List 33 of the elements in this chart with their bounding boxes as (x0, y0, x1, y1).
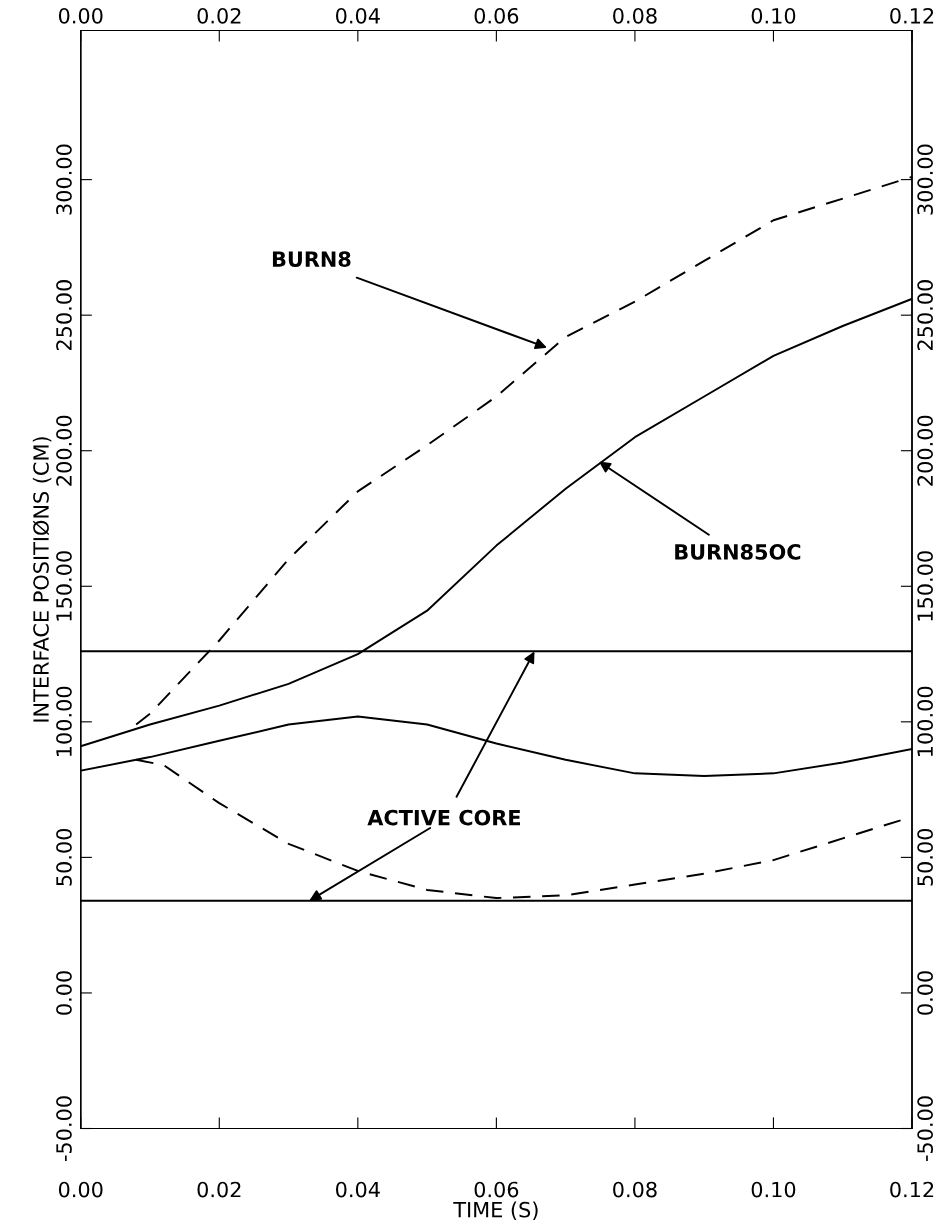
x2-tick-label: 0.06 (474, 1181, 519, 1198)
y2-tick-label: 200.00 (917, 415, 933, 486)
x2-tick-label: 0.02 (197, 1181, 241, 1198)
annotation: ACTIVE CORE (367, 809, 521, 826)
y-tick-label: 100.00 (56, 686, 72, 756)
y-tick-label: 50.00 (56, 828, 72, 886)
y-tick-label: -50.00 (56, 1096, 72, 1162)
x2-tick-label: 0.04 (336, 1181, 380, 1198)
y-tick-label: 0.00 (56, 971, 72, 1015)
y2-tick-label: 0.00 (917, 971, 933, 1015)
y2-tick-label: 300.00 (917, 144, 933, 215)
x-axis-title: TIME (S) (453, 1201, 538, 1220)
y-axis-title: INTERFACE POSITIØNS (CM) (32, 437, 52, 722)
x-tick-label: 0.08 (613, 7, 657, 24)
x-tick-label: 0.04 (336, 7, 380, 24)
annotation: BURN8 (272, 251, 351, 267)
x-tick-label: 0.02 (197, 7, 241, 24)
x-tick-label: 0.06 (474, 7, 519, 24)
y2-tick-label: 250.00 (917, 280, 933, 351)
y2-tick-label: 100.00 (917, 686, 933, 756)
x-tick-label: 0.12 (890, 7, 934, 24)
y2-tick-label: 50.00 (917, 828, 933, 886)
y-tick-label: 300.00 (56, 144, 72, 215)
y-tick-label: 150.00 (56, 551, 72, 621)
annotation: BURN85OC (675, 544, 801, 560)
x2-tick-label: 0.12 (890, 1181, 934, 1198)
y2-tick-label: 150.00 (917, 551, 933, 621)
y-tick-label: 250.00 (56, 280, 72, 351)
y-tick-label: 200.00 (56, 415, 72, 486)
x2-tick-label: 0.10 (751, 1181, 796, 1198)
y2-tick-label: -50.00 (917, 1096, 933, 1162)
x-tick-label: 0.10 (751, 7, 796, 24)
x2-tick-label: 0.08 (613, 1181, 657, 1198)
